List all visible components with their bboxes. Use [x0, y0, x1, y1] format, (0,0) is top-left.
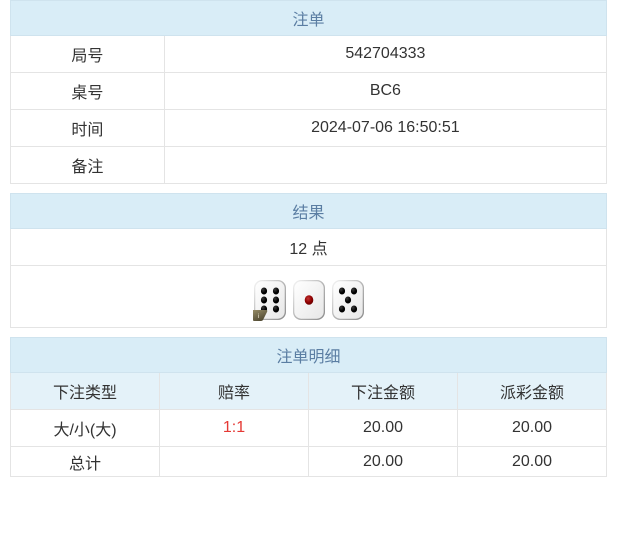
svg-text:i: i	[257, 313, 258, 320]
